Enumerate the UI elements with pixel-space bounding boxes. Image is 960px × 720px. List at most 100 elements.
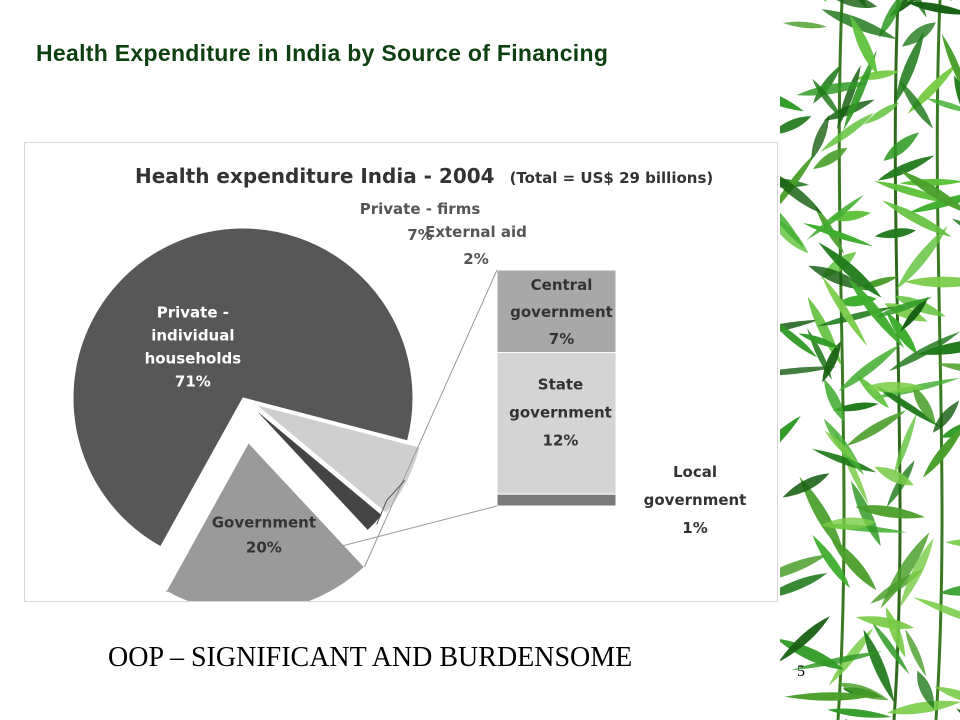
bamboo-leaf xyxy=(877,155,935,181)
bamboo-leaf xyxy=(796,81,868,96)
bamboo-leaf xyxy=(855,505,926,519)
bamboo-leaf xyxy=(901,22,936,47)
pie-chart: Health expenditure India - 2004 (Total =… xyxy=(72,164,747,601)
bamboo-stem xyxy=(934,0,944,720)
bamboo-leaf xyxy=(874,466,914,486)
bamboo-leaf xyxy=(798,333,840,348)
bamboo-leaf xyxy=(850,480,881,547)
bamboo-leaf xyxy=(926,98,960,114)
bamboo-leaf xyxy=(780,415,801,473)
chart-title: Health expenditure India - 2004 (Total =… xyxy=(135,164,713,188)
bamboo-leaf xyxy=(818,242,882,298)
page-number: 5 xyxy=(797,663,805,680)
connector-line-top xyxy=(363,269,498,568)
label-private-households: Private -individual households 71% xyxy=(145,304,242,391)
bamboo-leaf xyxy=(780,317,818,358)
bamboo-leaf xyxy=(934,686,960,707)
leader-line-external-aid xyxy=(376,480,406,525)
bamboo-leaf xyxy=(780,167,823,214)
bamboo-leaf xyxy=(782,21,827,29)
bamboo-leaf xyxy=(882,200,952,238)
bamboo-leaf xyxy=(838,682,889,701)
bamboo-leaf xyxy=(872,622,910,675)
bamboo-leaf xyxy=(848,278,905,349)
bamboo-leaf xyxy=(812,147,848,170)
bamboo-leaf xyxy=(875,385,941,428)
bamboo-leaf xyxy=(823,378,845,422)
bamboo-leaf xyxy=(812,448,877,473)
bar-segment-central-government xyxy=(496,269,617,354)
bamboo-leaf xyxy=(855,616,915,630)
bamboo-leaf xyxy=(888,331,960,372)
bamboo-leaf xyxy=(838,344,900,392)
bamboo-leaf xyxy=(815,719,848,720)
bamboo-leaf xyxy=(780,554,828,584)
bamboo-leaf xyxy=(824,430,858,463)
bamboo-leaf xyxy=(814,204,845,254)
bamboo-leaf xyxy=(780,212,809,254)
bamboo-leaf xyxy=(937,363,960,378)
bamboo-leaf xyxy=(806,195,864,240)
bamboo-leaf xyxy=(821,517,877,530)
label-local-government: Local government 1% xyxy=(644,463,747,537)
pie-slice-private-firms xyxy=(255,403,421,514)
bamboo-leaf xyxy=(904,276,960,288)
bamboo-leaf xyxy=(780,81,804,112)
slide-subtitle: OOP – SIGNIFICANT AND BURDENSOME xyxy=(108,642,633,673)
bamboo-leaf xyxy=(780,319,820,338)
bamboo-leaf xyxy=(886,311,918,355)
bamboo-leaf xyxy=(885,607,906,658)
bamboo-leaf xyxy=(812,534,850,589)
bamboo-leaf xyxy=(780,366,837,377)
label-external-aid: External aid xyxy=(425,223,527,241)
bamboo-leaf xyxy=(846,410,907,446)
bamboo-leaf xyxy=(843,50,877,130)
bamboo-leaf xyxy=(821,9,897,40)
bamboo-leaf xyxy=(829,0,878,9)
bamboo-leaf xyxy=(895,31,925,104)
bamboo-leaf xyxy=(917,670,935,710)
bamboo-leaf xyxy=(917,338,960,355)
bamboo-leaf xyxy=(864,381,925,393)
bamboo-leaf xyxy=(832,402,879,412)
bamboo-leaf xyxy=(812,78,843,120)
bamboo-leaf xyxy=(896,225,948,290)
bamboo-leaf xyxy=(899,538,934,608)
bamboo-leaf xyxy=(780,573,828,600)
bamboo-stem xyxy=(892,0,902,720)
label-private-firms-pct: 7% xyxy=(407,226,432,244)
chart-frame: Health expenditure India - 2004 (Total =… xyxy=(24,142,778,602)
label-state-government: State government 12% xyxy=(509,376,612,450)
bamboo-leaf xyxy=(850,15,878,75)
bar-segment-state-government xyxy=(496,352,617,495)
bamboo-leaf xyxy=(907,63,958,114)
bamboo-leaf xyxy=(874,181,955,205)
bamboo-leaf xyxy=(912,386,936,426)
bamboo-leaf xyxy=(827,708,892,718)
bamboo-leaf xyxy=(940,420,960,438)
bamboo-leaf xyxy=(780,192,804,248)
bamboo-leaf xyxy=(821,276,868,347)
chart-title-note: (Total = US$ 29 billions) xyxy=(510,169,714,187)
bamboo-leaf xyxy=(856,374,889,409)
bamboo-leaf xyxy=(829,536,877,591)
bamboo-leaf xyxy=(922,424,960,478)
bamboo-leaf xyxy=(879,0,906,38)
bamboo-leaf xyxy=(829,210,871,222)
label-central-government: Central government 7% xyxy=(510,276,613,348)
bamboo-leaf xyxy=(906,1,960,15)
bamboo-leaf xyxy=(784,692,874,701)
bamboo-leaf xyxy=(900,296,929,332)
bamboo-stem xyxy=(836,0,846,720)
bamboo-leaf xyxy=(799,476,844,552)
bamboo-leaf xyxy=(875,297,933,318)
bamboo-leaf xyxy=(899,80,933,129)
bamboo-leaf xyxy=(811,114,830,160)
slide-title: Health Expenditure in India by Source of… xyxy=(36,40,609,66)
bamboo-leaf xyxy=(941,33,960,105)
bamboo-leaf xyxy=(823,99,875,121)
bamboo-leaf xyxy=(808,265,870,291)
bamboo-leaf xyxy=(807,296,842,367)
label-external-aid-pct: 2% xyxy=(463,250,488,268)
bamboo-leaf xyxy=(780,0,827,3)
